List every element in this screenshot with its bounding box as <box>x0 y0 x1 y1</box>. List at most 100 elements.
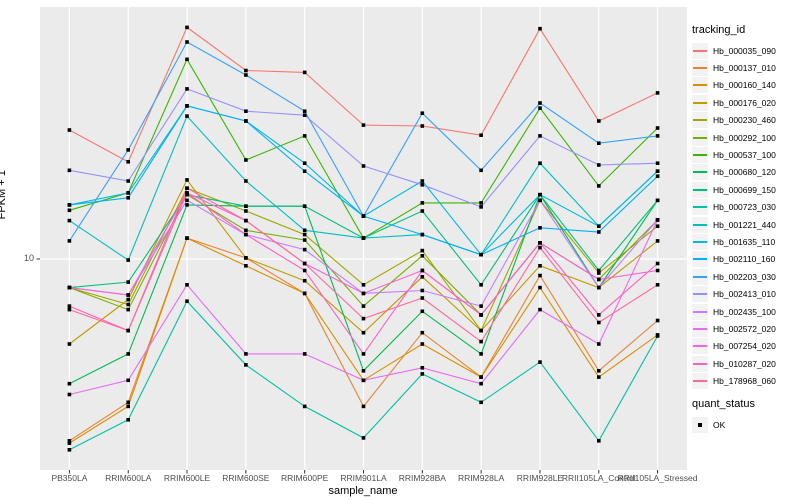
legend-item-label: Hb_000137_010 <box>713 63 776 74</box>
data-point <box>479 205 483 209</box>
data-point <box>126 307 130 312</box>
data-point <box>420 124 425 128</box>
data-point <box>597 313 601 317</box>
legend-item-label: Hb_000176_020 <box>713 97 776 108</box>
data-point <box>67 342 72 346</box>
data-point <box>597 285 601 290</box>
data-point <box>597 439 601 443</box>
data-point <box>597 268 601 273</box>
data-point <box>361 404 366 409</box>
data-point <box>655 334 660 338</box>
legend-item-Hb_007254_020: Hb_007254_020 <box>692 338 798 355</box>
data-point <box>655 283 660 287</box>
data-point <box>655 261 660 266</box>
data-point <box>185 299 189 303</box>
legend-line-swatch <box>693 188 707 191</box>
data-point <box>420 330 425 335</box>
data-point <box>302 238 307 242</box>
data-point <box>126 280 130 284</box>
legend-item-label: Hb_178968_060 <box>713 376 776 387</box>
data-point <box>126 179 130 183</box>
legend-item-Hb_002413_010: Hb_002413_010 <box>692 285 798 303</box>
legend-line-swatch <box>693 84 707 87</box>
legend-line-swatch <box>693 119 707 122</box>
legend-item-Hb_000176_020: Hb_000176_020 <box>692 94 798 111</box>
data-point <box>479 168 483 173</box>
data-point <box>597 271 601 275</box>
data-point <box>361 369 366 373</box>
legend-line-swatch <box>693 223 707 226</box>
data-point <box>185 186 189 190</box>
data-point <box>126 400 130 405</box>
legend: tracking_id Hb_000035_090 Hb_000137_010 Hb… <box>692 24 798 433</box>
data-point <box>185 191 189 195</box>
legend-key <box>692 147 708 164</box>
data-point <box>67 441 72 445</box>
data-point <box>655 126 660 130</box>
data-point <box>302 247 307 252</box>
legend-item-label: Hb_000230_460 <box>713 115 776 126</box>
data-point <box>126 404 130 409</box>
data-point <box>67 392 72 397</box>
data-point <box>597 320 601 325</box>
legend-item-Hb_002572_020: Hb_002572_020 <box>692 320 798 337</box>
data-point <box>538 198 542 203</box>
data-point <box>302 113 307 117</box>
legend-item-Hb_178968_060: Hb_178968_060 <box>692 372 798 390</box>
data-point <box>185 283 189 287</box>
data-point <box>244 232 248 237</box>
data-point <box>538 106 542 110</box>
data-point <box>244 204 248 208</box>
legend-line-swatch <box>693 275 707 278</box>
data-point <box>244 264 248 268</box>
legend-key <box>692 216 708 233</box>
data-point <box>126 293 130 297</box>
data-point <box>126 148 130 152</box>
legend-item-label: Hb_007254_020 <box>713 341 776 352</box>
legend-item-Hb_002110_160: Hb_002110_160 <box>692 251 798 268</box>
legend-key <box>692 129 708 146</box>
data-point <box>420 288 425 293</box>
data-point <box>479 252 483 257</box>
legend-item-label: Hb_002110_160 <box>713 254 776 265</box>
legend-item-label: Hb_000723_030 <box>713 202 776 213</box>
data-point <box>538 285 542 290</box>
data-point <box>479 400 483 405</box>
data-point <box>244 119 248 123</box>
data-point <box>67 218 72 223</box>
data-point <box>655 198 660 203</box>
legend-key <box>692 303 708 320</box>
data-point <box>302 404 307 409</box>
data-point <box>420 201 425 205</box>
tracking-id-legend-items: Hb_000035_090 Hb_000137_010 Hb_000160_140 H… <box>692 42 798 390</box>
legend-line-swatch <box>693 345 707 348</box>
data-point <box>420 268 425 273</box>
data-point <box>420 179 425 183</box>
legend-item-Hb_000537_100: Hb_000537_100 <box>692 146 798 164</box>
data-point <box>302 268 307 273</box>
data-point <box>420 296 425 300</box>
legend-item-Hb_000723_030: Hb_000723_030 <box>692 199 798 216</box>
data-point <box>302 161 307 165</box>
data-point <box>479 339 483 344</box>
data-point <box>302 134 307 138</box>
data-point <box>185 203 189 207</box>
data-point <box>67 285 72 290</box>
data-point <box>185 198 189 203</box>
data-point <box>244 158 248 162</box>
data-point <box>67 128 72 132</box>
data-point <box>361 378 366 383</box>
data-point <box>655 169 660 173</box>
data-point <box>420 342 425 346</box>
data-point <box>302 352 307 356</box>
data-point <box>420 248 425 253</box>
data-point <box>361 123 366 127</box>
data-point <box>420 209 425 213</box>
data-point <box>538 26 542 31</box>
legend-item-Hb_002203_030: Hb_002203_030 <box>692 268 798 285</box>
data-point <box>597 141 601 145</box>
data-point <box>538 273 542 278</box>
data-point <box>244 73 248 77</box>
data-point <box>479 313 483 317</box>
